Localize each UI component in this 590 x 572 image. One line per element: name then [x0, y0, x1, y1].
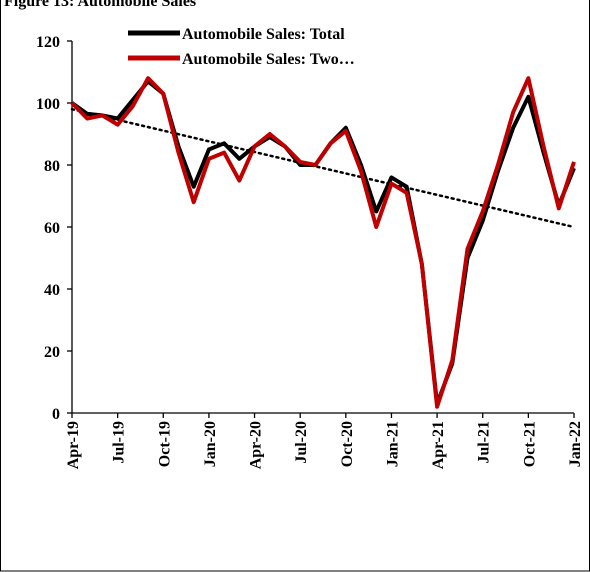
y-tick-label: 120: [36, 34, 60, 51]
x-tick-label: Jan-20: [202, 421, 219, 467]
y-tick-label: 60: [44, 220, 60, 237]
y-tick-label: 80: [44, 158, 60, 175]
x-tick-label: Oct-20: [339, 421, 356, 467]
x-tick-label: Oct-21: [521, 421, 538, 467]
y-tick-label: 0: [52, 406, 60, 423]
x-tick-label: Jul-20: [293, 421, 310, 464]
x-tick-label: Jul-19: [111, 421, 128, 464]
x-tick-label: Apr-21: [430, 421, 447, 469]
legend-label: Automobile Sales: Two…: [182, 51, 355, 68]
x-tick-label: Jul-21: [476, 421, 493, 464]
x-tick-label: Oct-19: [156, 421, 173, 467]
x-tick-label: Jan-21: [384, 421, 401, 467]
chart-title: Figure 13: Automobile Sales: [4, 0, 196, 10]
series-line: [70, 79, 576, 406]
x-tick-label: Jan-22: [567, 421, 584, 467]
y-tick-label: 20: [44, 344, 60, 361]
x-tick-label: Apr-19: [65, 421, 82, 469]
series-line: [70, 76, 576, 409]
x-tick-label: Apr-20: [248, 421, 265, 469]
trend-line: [70, 107, 576, 229]
legend-label: Automobile Sales: Total: [182, 26, 345, 43]
y-tick-label: 100: [36, 96, 60, 113]
y-tick-label: 40: [44, 282, 60, 299]
